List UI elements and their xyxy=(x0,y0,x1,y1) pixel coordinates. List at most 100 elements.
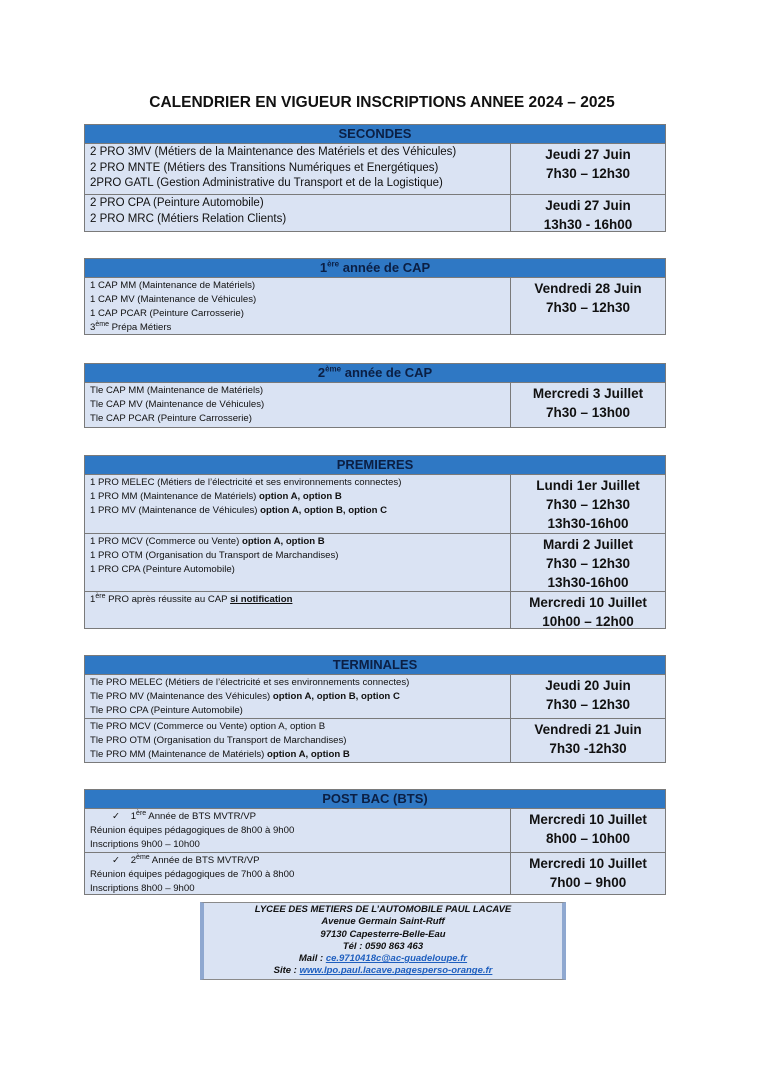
program-line: 1 CAP MM (Maintenance de Matériels) xyxy=(90,279,505,293)
text-segment: Inscriptions 9h00 – 10h00 xyxy=(90,839,200,850)
school-contact-box: LYCEE DES METIERS DE L’AUTOMOBILE PAUL L… xyxy=(200,902,566,980)
text-segment: Inscriptions 8h00 – 9h00 xyxy=(90,883,195,894)
table-post-bac: POST BAC (BTS) ✓ 1ère Année de BTS MVTR/V… xyxy=(84,789,666,895)
programs-cell: 1 CAP MM (Maintenance de Matériels) 1 CAP… xyxy=(85,278,511,334)
table-row: Tle PRO MCV (Commerce ou Vente) option A… xyxy=(85,718,665,762)
site-link[interactable]: www.lpo.paul.lacave.pagesperso-orange.fr xyxy=(299,965,493,977)
schedule-cell: Mercredi 3 Juillet 7h30 – 13h00 xyxy=(511,383,665,427)
table-row: Tle CAP MM (Maintenance de Matériels) Tle… xyxy=(85,383,665,427)
text-segment: Tle PRO MM (Maintenance de Matériels) xyxy=(90,749,268,760)
schedule-cell: Lundi 1er Juillet 7h30 – 12h30 13h30-16h00 xyxy=(511,475,665,533)
text-segment: TERMINALES xyxy=(332,657,418,672)
program-line: Réunion équipes pédagogiques de 7h00 à 8… xyxy=(90,868,505,882)
program-line: 3ème Prépa Métiers xyxy=(90,321,505,335)
program-line: 2PRO GATL (Gestion Administrative du Tra… xyxy=(90,176,505,192)
program-line: Tle CAP MV (Maintenance de Véhicules) xyxy=(90,398,505,412)
table-row: 1 CAP MM (Maintenance de Matériels) 1 CAP… xyxy=(85,278,665,334)
schedule-date: Mercredi 10 Juillet xyxy=(529,812,647,827)
program-line: 1 PRO MM (Maintenance de Matériels) opti… xyxy=(90,490,505,504)
program-line: 1 PRO MCV (Commerce ou Vente) option A, … xyxy=(90,535,505,549)
schedule-time: 10h00 – 12h00 xyxy=(542,614,634,629)
text-segment: ère xyxy=(327,259,340,269)
text-segment: option A, option B xyxy=(259,491,342,502)
text-segment: SECONDES xyxy=(338,126,412,141)
program-line: Tle PRO MELEC (Métiers de l’électricité … xyxy=(90,676,505,690)
text-segment: année de CAP xyxy=(339,260,431,275)
section-header: 1ère année de CAP xyxy=(85,259,665,278)
text-segment: 1 CAP MM (Maintenance de Matériels) xyxy=(90,280,256,291)
program-line: 1 PRO MELEC (Métiers de l’électricité et… xyxy=(90,476,505,490)
schedule-date: Jeudi 27 Juin xyxy=(545,147,631,162)
schedule-time: 8h00 – 10h00 xyxy=(545,831,631,846)
text-segment: ère xyxy=(95,592,106,600)
text-segment: 1 PRO MELEC (Métiers de l’électricité et… xyxy=(90,477,402,488)
text-segment: 2 xyxy=(317,365,326,380)
text-segment: Tle PRO OTM (Organisation du Transport d… xyxy=(90,735,347,746)
schedule-time: 7h30 – 12h30 xyxy=(545,300,631,315)
text-segment: PREMIERES xyxy=(336,457,414,472)
text-segment: Tle PRO MELEC (Métiers de l’électricité … xyxy=(90,677,410,688)
text-segment: Tle PRO CPA (Peinture Automobile) xyxy=(90,705,243,716)
text-segment: 1 CAP PCAR (Peinture Carrosserie) xyxy=(90,308,244,319)
section-header: PREMIERES xyxy=(85,456,665,475)
text-segment: PRO après réussite au CAP xyxy=(105,594,231,605)
schedule-date: Jeudi 27 Juin xyxy=(545,198,631,213)
table-cap-2: 2ème année de CAP Tle CAP MM (Maintenance… xyxy=(84,363,666,428)
schedule-date: Vendredi 21 Juin xyxy=(534,722,642,737)
program-line: 2 PRO CPA (Peinture Automobile) xyxy=(90,196,505,212)
program-line: Tle CAP PCAR (Peinture Carrosserie) xyxy=(90,412,505,426)
schedule-cell: Vendredi 28 Juin 7h30 – 12h30 xyxy=(511,278,665,334)
programs-cell: ✓ 2ème Année de BTS MVTR/VP Réunion équip… xyxy=(85,853,511,894)
program-line: Inscriptions 8h00 – 9h00 xyxy=(90,882,505,896)
table-row: ✓ 1ère Année de BTS MVTR/VP Réunion équip… xyxy=(85,809,665,852)
programs-cell: Tle PRO MELEC (Métiers de l’électricité … xyxy=(85,675,511,718)
text-segment: Tle CAP MV (Maintenance de Véhicules) xyxy=(90,399,265,410)
text-segment: 2 PRO MRC (Métiers Relation Clients) xyxy=(90,212,287,225)
section-header: SECONDES xyxy=(85,125,665,144)
program-line: 2 PRO MRC (Métiers Relation Clients) xyxy=(90,212,505,228)
text-segment: 1 PRO CPA (Peinture Automobile) xyxy=(90,564,235,575)
text-segment: 1 CAP MV (Maintenance de Véhicules) xyxy=(90,294,257,305)
checkmark-icon: ✓ xyxy=(112,855,121,866)
text-segment: 1 PRO MCV (Commerce ou Vente) xyxy=(90,536,242,547)
text-segment: option A, option B, option C xyxy=(260,505,388,516)
programs-cell: ✓ 1ère Année de BTS MVTR/VP Réunion équip… xyxy=(85,809,511,852)
text-segment: Tle PRO MCV (Commerce ou Vente) option A… xyxy=(90,721,326,732)
programs-cell: 1ère PRO après réussite au CAP si notifi… xyxy=(85,592,511,628)
table-terminales: TERMINALES Tle PRO MELEC (Métiers de l’él… xyxy=(84,655,666,763)
text-segment: Tle CAP PCAR (Peinture Carrosserie) xyxy=(90,413,252,424)
text-segment: option A, option B, option C xyxy=(272,691,400,702)
table-row: 1 PRO MCV (Commerce ou Vente) option A, … xyxy=(85,533,665,591)
schedule-date: Mardi 2 Juillet xyxy=(542,537,634,552)
mail-link[interactable]: ce.9710418c@ac-guadeloupe.fr xyxy=(325,953,468,965)
schedule-cell: Mardi 2 Juillet 7h30 – 12h30 13h30-16h00 xyxy=(511,534,665,591)
table-row: 2 PRO 3MV (Métiers de la Maintenance des… xyxy=(85,144,665,194)
mail-label: Mail : xyxy=(298,953,326,965)
program-line: 1 PRO CPA (Peinture Automobile) xyxy=(90,563,505,577)
text-segment: ème xyxy=(95,320,109,328)
text-segment: année de CAP xyxy=(341,365,433,380)
page-title: CALENDRIER EN VIGUEUR INSCRIPTIONS ANNEE… xyxy=(149,94,615,111)
program-line: ✓ 1ère Année de BTS MVTR/VP xyxy=(90,810,505,824)
program-line: 1 CAP PCAR (Peinture Carrosserie) xyxy=(90,307,505,321)
text-segment: ème xyxy=(136,853,150,861)
programs-cell: 1 PRO MCV (Commerce ou Vente) option A, … xyxy=(85,534,511,591)
program-line: 1 PRO MV (Maintenance de Véhicules) opti… xyxy=(90,504,505,518)
programs-cell: Tle CAP MM (Maintenance de Matériels) Tle… xyxy=(85,383,511,427)
text-segment: 2 xyxy=(120,855,137,866)
text-segment: 1 xyxy=(120,811,137,822)
program-line: 1 PRO OTM (Organisation du Transport de … xyxy=(90,549,505,563)
schedule-time: 7h30 – 12h30 xyxy=(545,497,631,512)
program-line: 1ère PRO après réussite au CAP si notifi… xyxy=(90,593,505,607)
table-premieres: PREMIERES 1 PRO MELEC (Métiers de l’élect… xyxy=(84,455,666,629)
text-segment: 2 PRO CPA (Peinture Automobile) xyxy=(90,197,264,209)
program-line: 2 PRO 3MV (Métiers de la Maintenance des… xyxy=(90,145,505,161)
school-street: Avenue Germain Saint-Ruff xyxy=(321,916,445,928)
program-line: Tle CAP MM (Maintenance de Matériels) xyxy=(90,384,505,398)
program-line: Tle PRO CPA (Peinture Automobile) xyxy=(90,704,505,718)
table-row: ✓ 2ème Année de BTS MVTR/VP Réunion équip… xyxy=(85,852,665,894)
text-segment: 1 PRO MM (Maintenance de Matériels) xyxy=(90,491,260,502)
text-segment: POST BAC (BTS) xyxy=(322,791,428,806)
text-segment: Prépa Métiers xyxy=(108,322,172,333)
schedule-date: Mercredi 10 Juillet xyxy=(529,595,647,610)
